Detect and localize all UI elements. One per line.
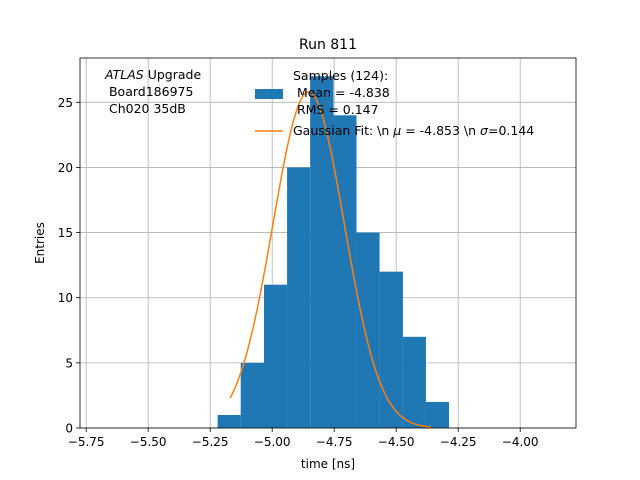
y-tick-label: 5: [65, 356, 73, 370]
y-tick-label: 0: [65, 422, 73, 436]
legend-histogram-label: Samples (124):: [293, 68, 388, 83]
x-axis-label: time [ns]: [301, 457, 355, 471]
chart-title: Run 811: [299, 37, 357, 53]
histogram-bar: [356, 232, 380, 428]
histogram-bar: [264, 284, 288, 428]
x-tick-label: −4.50: [378, 435, 415, 449]
gaussian-fit-line: [229, 91, 431, 428]
legend: Samples (124): Mean = -4.838 RMS = 0.147…: [255, 68, 534, 138]
x-tick-label: −5.50: [130, 435, 167, 449]
histogram-bar: [402, 336, 426, 428]
svg-text:ATLAS Upgrade: ATLAS Upgrade: [104, 67, 201, 82]
histogram-bar: [240, 362, 265, 428]
y-axis-ticks: 0 5 10 15 20 25: [58, 96, 80, 436]
atlas-label: ATLAS: [104, 67, 144, 82]
histogram-bar: [425, 414, 450, 428]
histogram-bar: [217, 414, 241, 428]
legend-histogram-swatch: [255, 89, 283, 99]
atlas-annotation: ATLAS Upgrade Board186975 Ch020 35dB: [104, 67, 201, 116]
x-tick-label: −5.75: [68, 435, 105, 449]
channel-label: Ch020 35dB: [105, 101, 186, 116]
legend-mean-label: Mean = -4.838: [293, 85, 390, 100]
x-tick-label: −5.00: [254, 435, 291, 449]
plot-frame: [79, 57, 577, 429]
x-tick-label: −4.75: [316, 435, 353, 449]
legend-fit-label: Gaussian Fit: \n μ = -4.853 \n σ=0.144: [293, 123, 534, 138]
y-tick-label: 20: [58, 161, 73, 175]
x-axis-ticks: −5.75 −5.50 −5.25 −5.00 −4.75 −4.50 −4.25 −4.00: [68, 428, 539, 449]
y-tick-label: 10: [58, 291, 73, 305]
histogram-bar: [287, 167, 311, 428]
upgrade-label: Upgrade: [144, 67, 202, 82]
y-tick-label: 25: [58, 96, 73, 110]
x-tick-label: −5.25: [192, 435, 229, 449]
board-label: Board186975: [105, 84, 193, 99]
x-tick-label: −4.25: [440, 435, 477, 449]
histogram-bar: [379, 271, 403, 428]
histogram-bar: [310, 76, 334, 428]
x-tick-label: −4.00: [502, 435, 539, 449]
legend-rms-label: RMS = 0.147: [293, 102, 379, 117]
y-tick-label: 15: [58, 226, 73, 240]
y-axis-label: Entries: [33, 222, 47, 264]
